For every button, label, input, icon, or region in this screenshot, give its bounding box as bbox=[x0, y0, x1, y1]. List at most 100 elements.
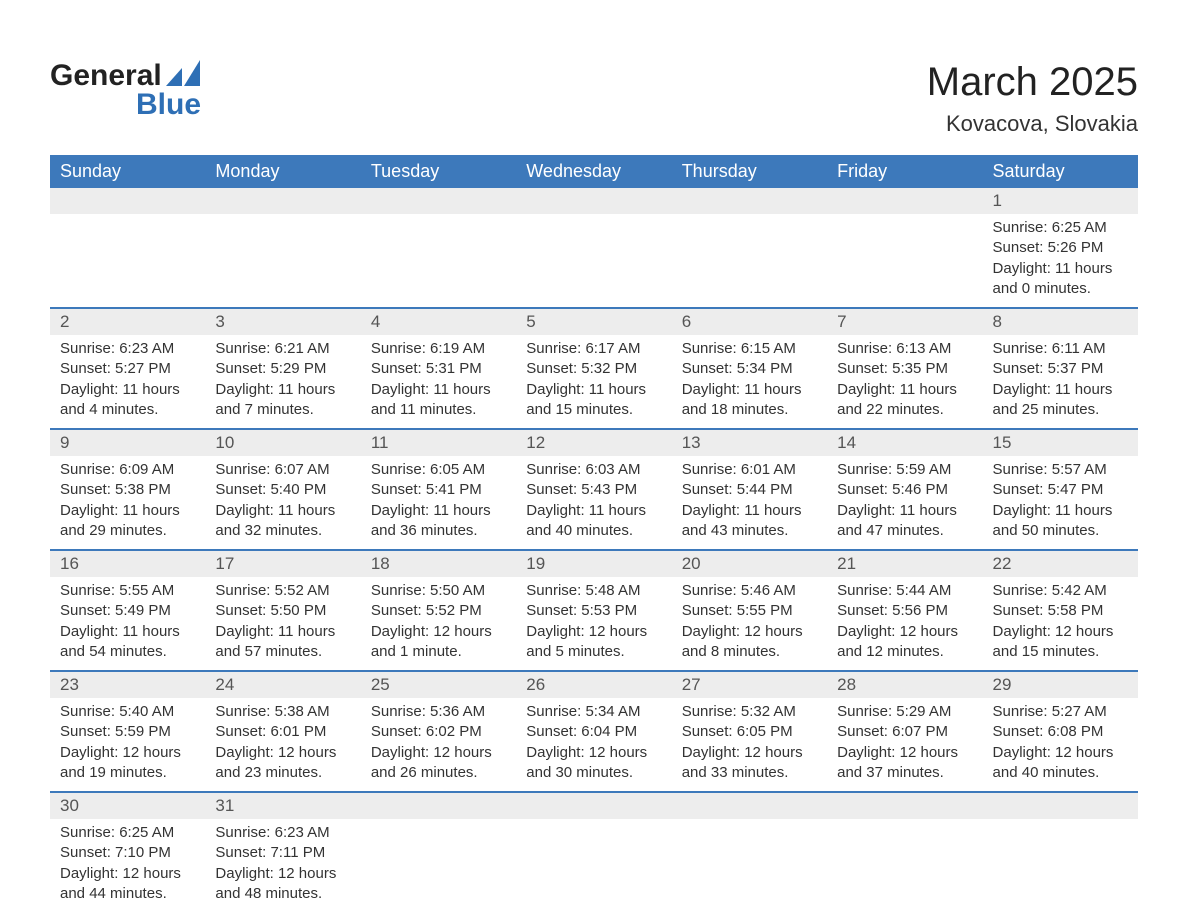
sunset-text: Sunset: 5:38 PM bbox=[60, 480, 195, 500]
daylight-text-1: Daylight: 12 hours bbox=[682, 743, 817, 763]
day-number: 11 bbox=[361, 430, 516, 456]
day-content: Sunrise: 5:44 AMSunset: 5:56 PMDaylight:… bbox=[827, 577, 982, 670]
daylight-text-2: and 30 minutes. bbox=[526, 763, 661, 783]
day-number: 10 bbox=[205, 430, 360, 456]
sunset-text: Sunset: 7:11 PM bbox=[215, 843, 350, 863]
sunset-text: Sunset: 5:58 PM bbox=[993, 601, 1128, 621]
daylight-text-1: Daylight: 12 hours bbox=[837, 743, 972, 763]
daylight-text-1: Daylight: 11 hours bbox=[371, 501, 506, 521]
sunrise-text: Sunrise: 5:29 AM bbox=[837, 702, 972, 722]
sunset-text: Sunset: 6:02 PM bbox=[371, 722, 506, 742]
day-number bbox=[516, 793, 671, 799]
daylight-text-2: and 15 minutes. bbox=[993, 642, 1128, 662]
day-content: Sunrise: 6:03 AMSunset: 5:43 PMDaylight:… bbox=[516, 456, 671, 549]
sunset-text: Sunset: 5:37 PM bbox=[993, 359, 1128, 379]
daylight-text-1: Daylight: 11 hours bbox=[682, 501, 817, 521]
sunrise-text: Sunrise: 6:21 AM bbox=[215, 339, 350, 359]
daylight-text-1: Daylight: 11 hours bbox=[60, 380, 195, 400]
sunset-text: Sunset: 6:05 PM bbox=[682, 722, 817, 742]
day-number: 18 bbox=[361, 551, 516, 577]
weekday-header: Wednesday bbox=[516, 155, 671, 188]
day-number: 20 bbox=[672, 551, 827, 577]
daylight-text-2: and 23 minutes. bbox=[215, 763, 350, 783]
day-number: 23 bbox=[50, 672, 205, 698]
day-content: Sunrise: 5:32 AMSunset: 6:05 PMDaylight:… bbox=[672, 698, 827, 791]
week-content-row: Sunrise: 5:55 AMSunset: 5:49 PMDaylight:… bbox=[50, 577, 1138, 671]
daylight-text-1: Daylight: 11 hours bbox=[526, 380, 661, 400]
sunrise-text: Sunrise: 5:40 AM bbox=[60, 702, 195, 722]
daylight-text-1: Daylight: 11 hours bbox=[215, 380, 350, 400]
weekday-header: Saturday bbox=[983, 155, 1138, 188]
day-content bbox=[50, 255, 205, 267]
daylight-text-1: Daylight: 12 hours bbox=[371, 622, 506, 642]
day-number bbox=[516, 188, 671, 194]
daylight-text-2: and 26 minutes. bbox=[371, 763, 506, 783]
day-content bbox=[983, 860, 1138, 872]
day-content: Sunrise: 5:34 AMSunset: 6:04 PMDaylight:… bbox=[516, 698, 671, 791]
day-number: 16 bbox=[50, 551, 205, 577]
weekday-header-row: SundayMondayTuesdayWednesdayThursdayFrid… bbox=[50, 155, 1138, 188]
day-number: 30 bbox=[50, 793, 205, 819]
day-content: Sunrise: 5:48 AMSunset: 5:53 PMDaylight:… bbox=[516, 577, 671, 670]
day-number: 12 bbox=[516, 430, 671, 456]
day-content: Sunrise: 5:42 AMSunset: 5:58 PMDaylight:… bbox=[983, 577, 1138, 670]
day-content bbox=[827, 860, 982, 872]
calendar-table: SundayMondayTuesdayWednesdayThursdayFrid… bbox=[50, 155, 1138, 912]
daylight-text-2: and 33 minutes. bbox=[682, 763, 817, 783]
day-content: Sunrise: 6:25 AMSunset: 7:10 PMDaylight:… bbox=[50, 819, 205, 912]
sunset-text: Sunset: 5:35 PM bbox=[837, 359, 972, 379]
sunset-text: Sunset: 5:34 PM bbox=[682, 359, 817, 379]
header: General Blue March 2025 Kovacova, Slovak… bbox=[50, 60, 1138, 137]
daylight-text-2: and 18 minutes. bbox=[682, 400, 817, 420]
daylight-text-2: and 22 minutes. bbox=[837, 400, 972, 420]
day-content bbox=[516, 255, 671, 267]
sunset-text: Sunset: 5:56 PM bbox=[837, 601, 972, 621]
week-number-row: 16171819202122 bbox=[50, 550, 1138, 577]
sunrise-text: Sunrise: 5:38 AM bbox=[215, 702, 350, 722]
day-number: 25 bbox=[361, 672, 516, 698]
day-number bbox=[361, 793, 516, 799]
day-content: Sunrise: 5:38 AMSunset: 6:01 PMDaylight:… bbox=[205, 698, 360, 791]
daylight-text-2: and 5 minutes. bbox=[526, 642, 661, 662]
day-content bbox=[672, 860, 827, 872]
sunset-text: Sunset: 5:43 PM bbox=[526, 480, 661, 500]
week-content-row: Sunrise: 5:40 AMSunset: 5:59 PMDaylight:… bbox=[50, 698, 1138, 792]
sunrise-text: Sunrise: 5:32 AM bbox=[682, 702, 817, 722]
sunset-text: Sunset: 5:26 PM bbox=[993, 238, 1128, 258]
sunrise-text: Sunrise: 6:15 AM bbox=[682, 339, 817, 359]
daylight-text-2: and 37 minutes. bbox=[837, 763, 972, 783]
day-content: Sunrise: 5:50 AMSunset: 5:52 PMDaylight:… bbox=[361, 577, 516, 670]
day-content: Sunrise: 6:09 AMSunset: 5:38 PMDaylight:… bbox=[50, 456, 205, 549]
sunrise-text: Sunrise: 6:23 AM bbox=[60, 339, 195, 359]
day-content: Sunrise: 5:59 AMSunset: 5:46 PMDaylight:… bbox=[827, 456, 982, 549]
day-number bbox=[50, 188, 205, 194]
daylight-text-2: and 15 minutes. bbox=[526, 400, 661, 420]
sunset-text: Sunset: 5:41 PM bbox=[371, 480, 506, 500]
day-number: 31 bbox=[205, 793, 360, 819]
sunrise-text: Sunrise: 6:07 AM bbox=[215, 460, 350, 480]
daylight-text-1: Daylight: 12 hours bbox=[526, 743, 661, 763]
day-content: Sunrise: 6:17 AMSunset: 5:32 PMDaylight:… bbox=[516, 335, 671, 428]
daylight-text-2: and 4 minutes. bbox=[60, 400, 195, 420]
week-number-row: 2345678 bbox=[50, 308, 1138, 335]
sunrise-text: Sunrise: 5:46 AM bbox=[682, 581, 817, 601]
week-content-row: Sunrise: 6:25 AMSunset: 7:10 PMDaylight:… bbox=[50, 819, 1138, 912]
daylight-text-1: Daylight: 12 hours bbox=[60, 864, 195, 884]
sunset-text: Sunset: 5:44 PM bbox=[682, 480, 817, 500]
weekday-header: Tuesday bbox=[361, 155, 516, 188]
day-content: Sunrise: 6:19 AMSunset: 5:31 PMDaylight:… bbox=[361, 335, 516, 428]
sunrise-text: Sunrise: 6:01 AM bbox=[682, 460, 817, 480]
weekday-header: Sunday bbox=[50, 155, 205, 188]
day-content: Sunrise: 6:21 AMSunset: 5:29 PMDaylight:… bbox=[205, 335, 360, 428]
daylight-text-2: and 29 minutes. bbox=[60, 521, 195, 541]
sunset-text: Sunset: 5:40 PM bbox=[215, 480, 350, 500]
daylight-text-1: Daylight: 12 hours bbox=[993, 622, 1128, 642]
week-number-row: 3031 bbox=[50, 792, 1138, 819]
logo: General Blue bbox=[50, 60, 201, 122]
sunset-text: Sunset: 6:01 PM bbox=[215, 722, 350, 742]
sunset-text: Sunset: 5:27 PM bbox=[60, 359, 195, 379]
day-number: 14 bbox=[827, 430, 982, 456]
day-content: Sunrise: 6:13 AMSunset: 5:35 PMDaylight:… bbox=[827, 335, 982, 428]
sunset-text: Sunset: 5:47 PM bbox=[993, 480, 1128, 500]
sunrise-text: Sunrise: 6:19 AM bbox=[371, 339, 506, 359]
